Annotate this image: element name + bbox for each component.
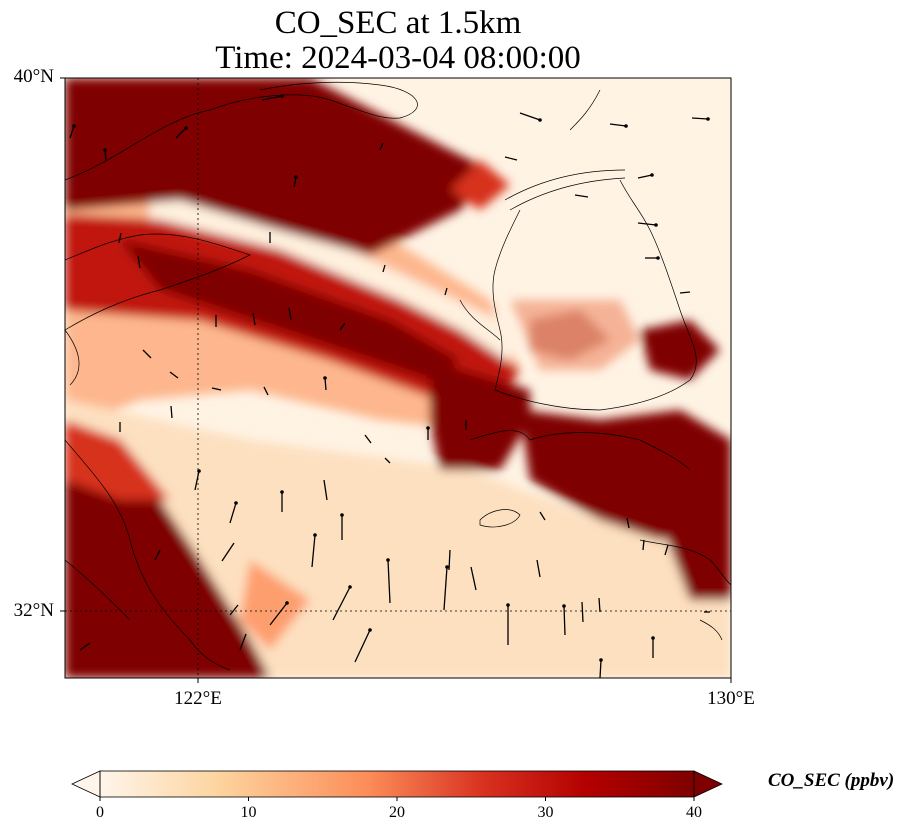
colorbar <box>71 770 723 801</box>
colorbar-extend-min <box>71 770 101 798</box>
axis-ticks <box>60 77 732 683</box>
lon-tick-label-130e: 130°E <box>707 688 755 709</box>
colorbar-extend-max <box>693 770 723 798</box>
lat-tick-label-32n: 32°N <box>13 600 54 621</box>
colorbar-label: CO_SEC (ppbv) <box>768 770 895 791</box>
wind-arrowheads <box>72 94 710 662</box>
co-sec-field <box>65 78 731 678</box>
chart-title: CO_SEC at 1.5km <box>274 5 522 41</box>
map-frame <box>64 77 732 679</box>
colorbar-tick-20: 20 <box>389 804 405 821</box>
wind-vectors <box>69 95 710 678</box>
chart-subtitle-time: Time: 2024-03-04 08:00:00 <box>215 40 581 76</box>
gridlines <box>65 78 731 678</box>
colorbar-tick-0: 0 <box>96 804 104 821</box>
lon-tick-label-122e: 122°E <box>174 688 222 709</box>
lat-tick-label-40n: 40°N <box>13 66 54 87</box>
colorbar-tick-10: 10 <box>240 804 257 821</box>
colorbar-gradient <box>100 771 694 797</box>
colorbar-tick-40: 40 <box>686 804 702 821</box>
coastlines <box>65 81 731 671</box>
colorbar-tick-30: 30 <box>537 804 554 821</box>
